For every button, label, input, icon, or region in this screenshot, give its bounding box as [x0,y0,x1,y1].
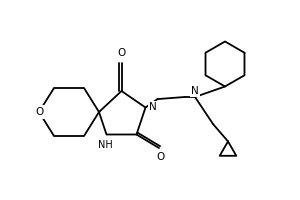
Text: O: O [156,152,165,162]
Text: N: N [149,102,157,112]
Text: NH: NH [98,140,112,150]
Text: O: O [35,107,43,117]
Text: O: O [117,48,126,58]
Text: N: N [191,86,199,96]
